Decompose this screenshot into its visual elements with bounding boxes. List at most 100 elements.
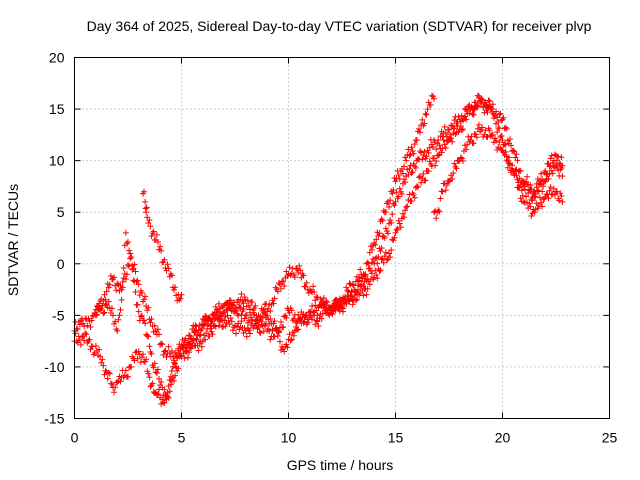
data-point bbox=[108, 380, 115, 387]
data-point bbox=[418, 179, 425, 186]
data-point bbox=[115, 316, 122, 323]
data-point bbox=[402, 207, 409, 214]
data-point bbox=[340, 308, 347, 315]
data-point bbox=[252, 302, 259, 309]
data-point bbox=[350, 296, 357, 303]
x-tick-label: 25 bbox=[602, 430, 618, 446]
data-point bbox=[235, 320, 242, 327]
data-point bbox=[408, 198, 415, 205]
data-point bbox=[443, 182, 450, 189]
data-point bbox=[143, 209, 150, 216]
data-point bbox=[399, 170, 406, 177]
data-point bbox=[173, 352, 180, 359]
data-point bbox=[212, 303, 219, 310]
data-point bbox=[416, 125, 423, 132]
data-point bbox=[127, 250, 134, 257]
data-point bbox=[538, 199, 545, 206]
data-point bbox=[439, 188, 446, 195]
data-point bbox=[419, 156, 426, 163]
data-point bbox=[160, 399, 167, 406]
data-point bbox=[320, 295, 327, 302]
data-point bbox=[556, 197, 563, 204]
data-point bbox=[241, 324, 248, 331]
data-point bbox=[378, 256, 385, 263]
data-point bbox=[357, 266, 364, 273]
data-point bbox=[324, 299, 331, 306]
data-point bbox=[450, 125, 457, 132]
data-point bbox=[474, 103, 481, 110]
data-point bbox=[429, 93, 436, 100]
data-point bbox=[526, 200, 533, 207]
data-point bbox=[80, 320, 87, 327]
data-point bbox=[86, 336, 93, 343]
data-point bbox=[141, 188, 148, 195]
data-point bbox=[123, 240, 130, 247]
data-point bbox=[150, 228, 157, 235]
data-point bbox=[159, 341, 166, 348]
data-point bbox=[332, 307, 339, 314]
data-point bbox=[297, 267, 304, 274]
data-point bbox=[401, 163, 408, 170]
data-point bbox=[278, 318, 285, 325]
data-point bbox=[534, 205, 541, 212]
data-point bbox=[455, 113, 462, 120]
data-point bbox=[291, 274, 298, 281]
data-point bbox=[177, 345, 184, 352]
data-point bbox=[505, 160, 512, 167]
data-point bbox=[352, 288, 359, 295]
data-point bbox=[517, 167, 524, 174]
data-point bbox=[387, 197, 394, 204]
data-point bbox=[510, 147, 517, 154]
data-point bbox=[89, 313, 96, 320]
data-point bbox=[112, 318, 119, 325]
data-point bbox=[215, 300, 222, 307]
data-point bbox=[343, 300, 350, 307]
data-point bbox=[524, 181, 531, 188]
data-point bbox=[399, 210, 406, 217]
data-point bbox=[142, 205, 149, 212]
data-point bbox=[208, 323, 215, 330]
data-point bbox=[233, 307, 240, 314]
data-point bbox=[289, 317, 296, 324]
data-point bbox=[164, 393, 171, 400]
data-point bbox=[402, 179, 409, 186]
data-point bbox=[470, 111, 477, 118]
data-point bbox=[475, 94, 482, 101]
data-point bbox=[117, 378, 124, 385]
data-point bbox=[174, 367, 181, 374]
data-point bbox=[409, 147, 416, 154]
data-point bbox=[245, 326, 252, 333]
data-point bbox=[292, 318, 299, 325]
data-point bbox=[525, 189, 532, 196]
data-point bbox=[84, 322, 91, 329]
data-point bbox=[464, 110, 471, 117]
data-point bbox=[244, 325, 251, 332]
data-point bbox=[142, 320, 149, 327]
data-point bbox=[134, 301, 141, 308]
data-point bbox=[175, 365, 182, 372]
data-point bbox=[235, 312, 242, 319]
data-point bbox=[468, 133, 475, 140]
data-point bbox=[559, 173, 566, 180]
data-point bbox=[134, 355, 141, 362]
data-point bbox=[359, 275, 366, 282]
data-point bbox=[119, 284, 126, 291]
data-point bbox=[156, 386, 163, 393]
data-point bbox=[406, 165, 413, 172]
data-point bbox=[202, 336, 209, 343]
data-point bbox=[145, 333, 152, 340]
data-point bbox=[346, 297, 353, 304]
data-point bbox=[473, 134, 480, 141]
data-point bbox=[226, 304, 233, 311]
data-point bbox=[387, 254, 394, 261]
data-point bbox=[496, 125, 503, 132]
data-point bbox=[367, 267, 374, 274]
data-point bbox=[422, 110, 429, 117]
data-point bbox=[395, 193, 402, 200]
data-point bbox=[294, 326, 301, 333]
data-point bbox=[245, 302, 252, 309]
data-point bbox=[353, 291, 360, 298]
data-point bbox=[280, 323, 287, 330]
data-point bbox=[161, 400, 168, 407]
data-point bbox=[366, 265, 373, 272]
